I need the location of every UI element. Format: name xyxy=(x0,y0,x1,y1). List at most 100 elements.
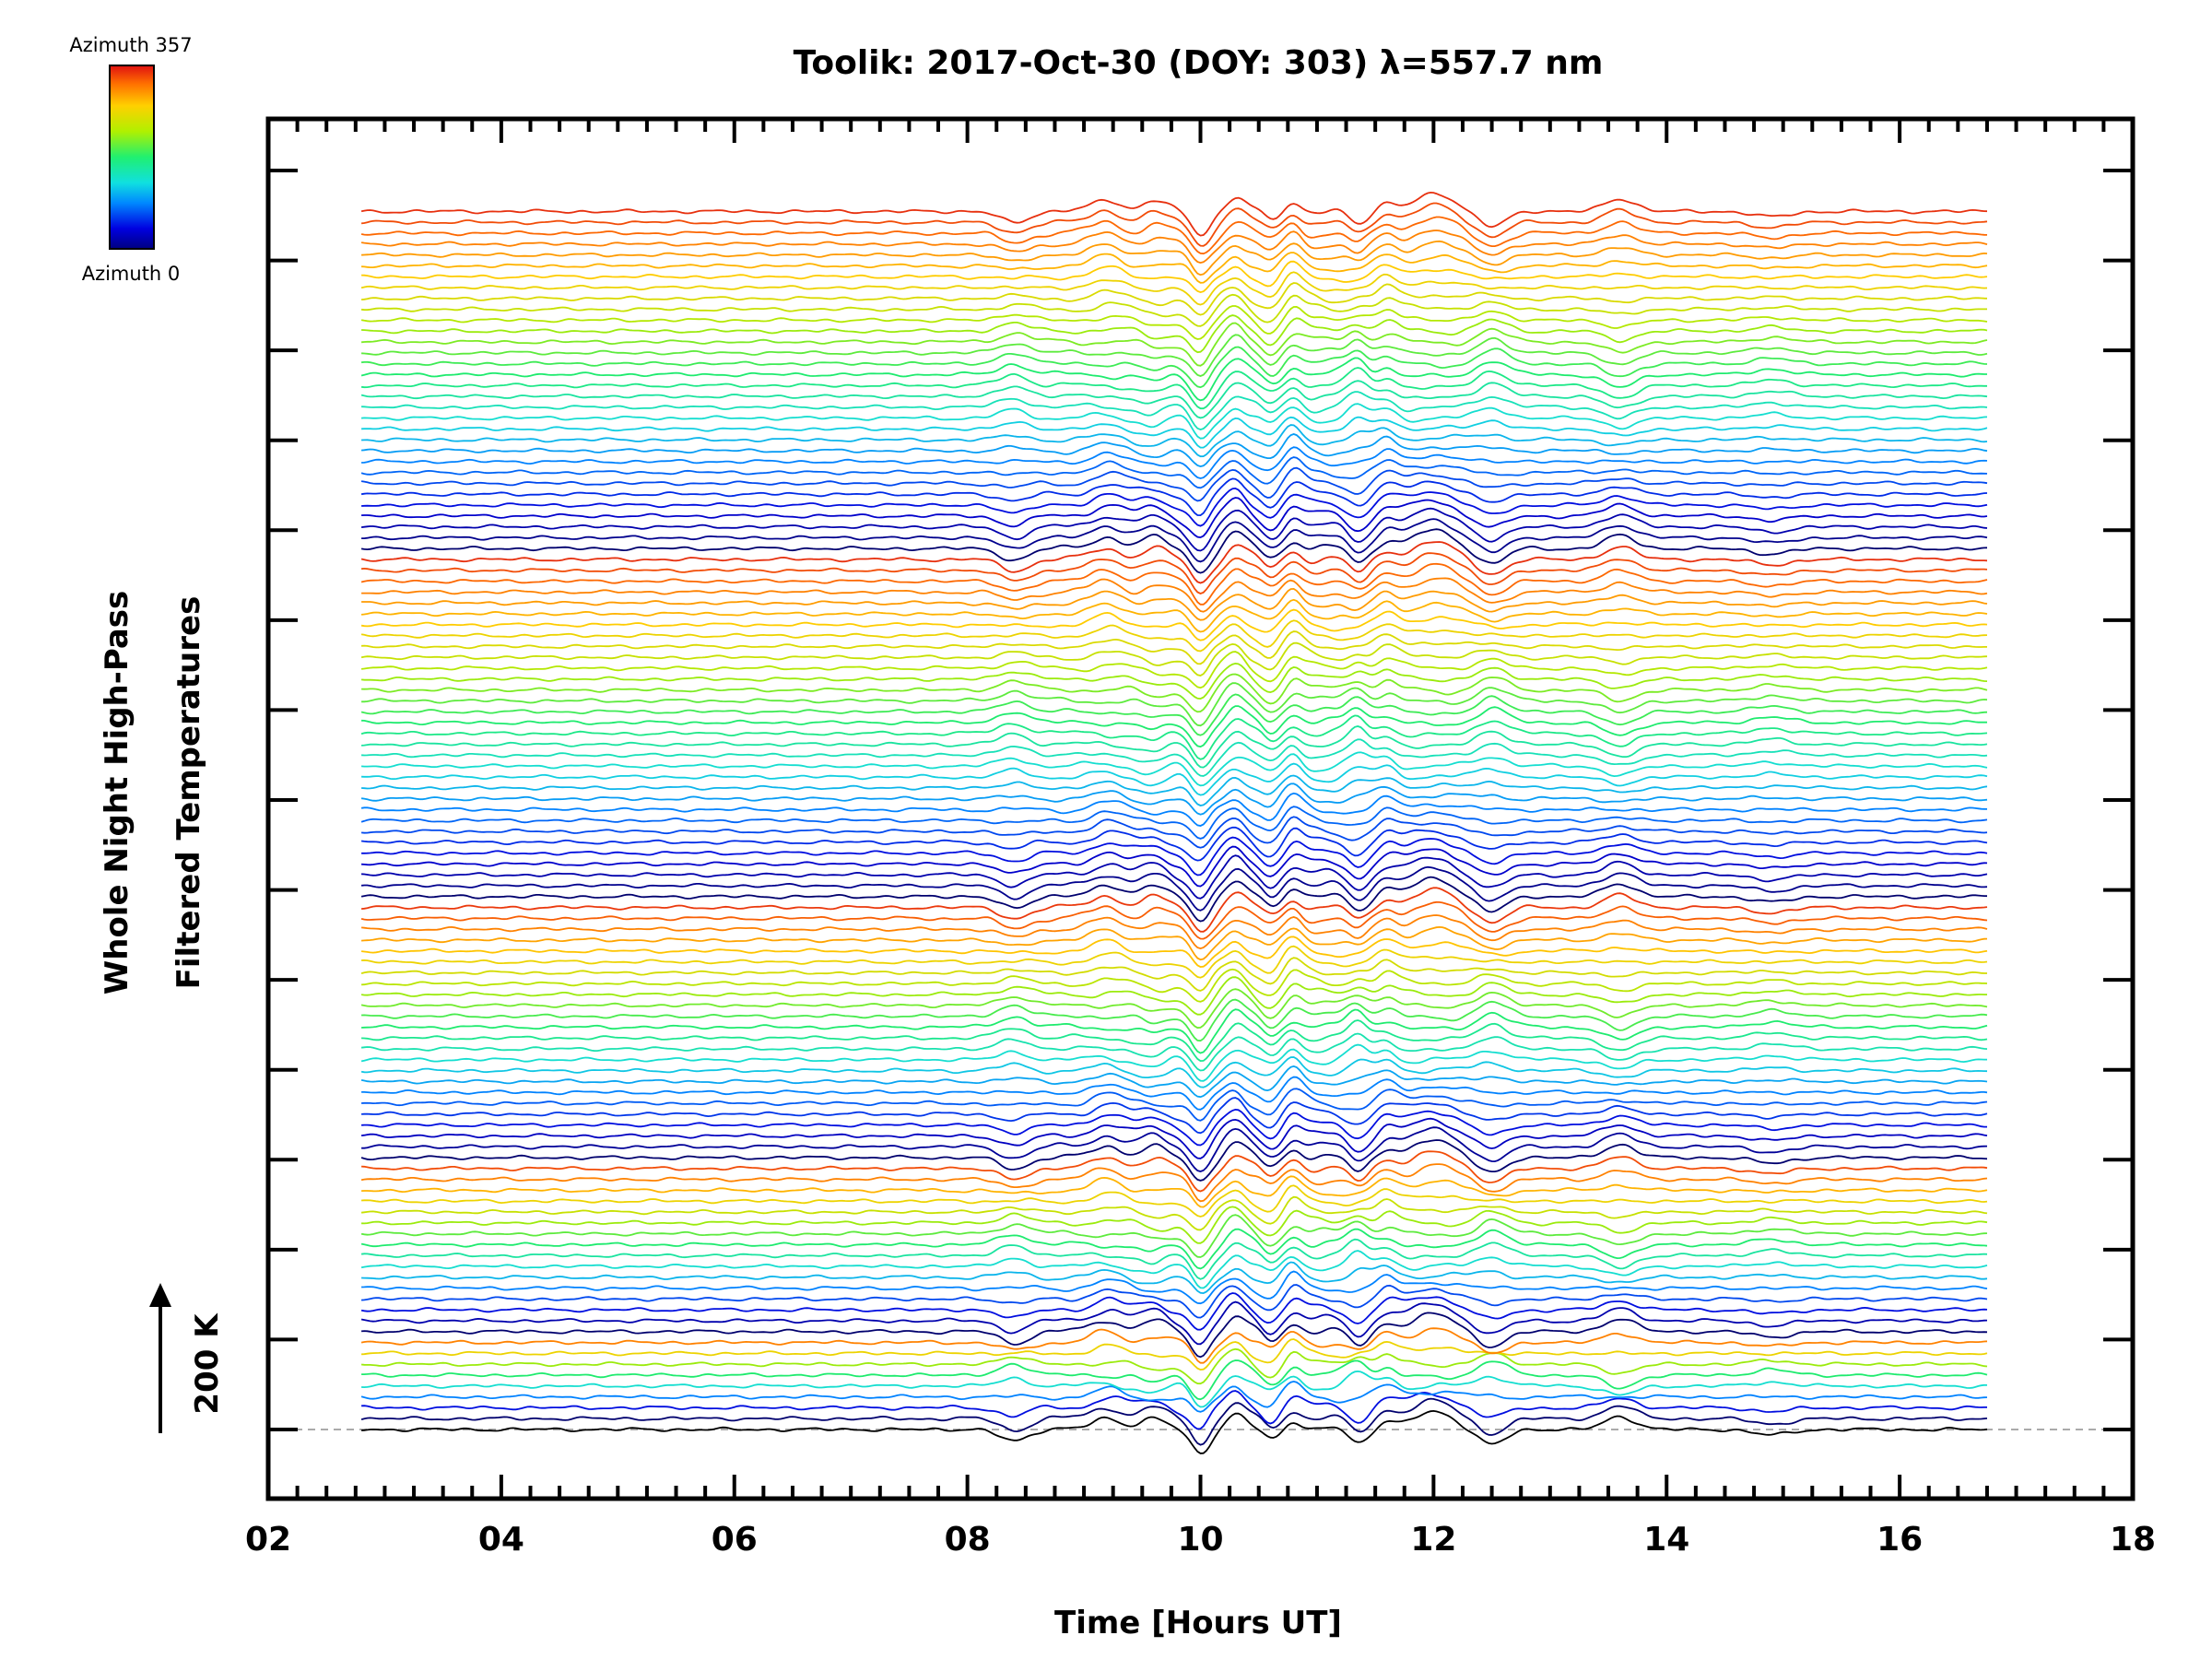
series-line-ring4 xyxy=(361,854,1988,900)
series-line-ring3 xyxy=(360,1043,1987,1082)
y-axis-label-line2: Filtered Temperatures xyxy=(171,596,207,990)
series-line-ring2 xyxy=(361,1312,1988,1359)
x-tick-label: 02 xyxy=(245,1521,291,1559)
x-tick-label: 06 xyxy=(712,1521,758,1559)
series-line-ring1 xyxy=(361,1347,1988,1385)
series-line-ring2 xyxy=(361,1175,1988,1208)
series-line-ring5 xyxy=(361,322,1988,367)
series-line-ring3 xyxy=(360,1139,1988,1182)
series-line-ring5 xyxy=(360,367,1987,410)
series-line-ring4 xyxy=(361,751,1988,787)
series-line-ring5 xyxy=(361,314,1988,354)
series-line-ring5 xyxy=(360,191,1988,237)
series-line-ring3 xyxy=(360,1065,1988,1099)
series-line-ring5 xyxy=(361,346,1988,389)
series-line-ring2 xyxy=(360,1238,1988,1280)
series-line-ring5 xyxy=(361,403,1988,440)
series-line-ring5 xyxy=(361,252,1988,284)
series-line-ring2 xyxy=(360,1163,1988,1203)
series-line-ring4 xyxy=(361,774,1988,806)
series-line-ring3 xyxy=(361,1126,1988,1172)
series-line-ring4 xyxy=(360,608,1988,641)
series-line-ring3 xyxy=(361,1108,1987,1147)
series-line-ring2 xyxy=(360,1250,1988,1289)
series-line-ring3 xyxy=(361,887,1988,933)
series-line-ring3 xyxy=(361,1088,1988,1122)
series-line-ring4 xyxy=(361,552,1988,594)
series-line-ring5 xyxy=(360,216,1988,255)
series-line-ring3 xyxy=(361,1008,1988,1054)
series-line-ring2 xyxy=(361,1150,1988,1193)
series-line-ring3 xyxy=(361,925,1988,961)
colorbar xyxy=(109,65,155,250)
series-line-ring1 xyxy=(361,1390,1987,1430)
series-line-ring5 xyxy=(361,518,1988,563)
series-line-ring5 xyxy=(361,497,1988,539)
series-line-ring5 xyxy=(360,528,1988,574)
x-axis-label: Time [Hours UT] xyxy=(1054,1605,1342,1641)
series-line-ring4 xyxy=(360,693,1988,736)
series-layer xyxy=(360,191,1988,1454)
series-line-ring5 xyxy=(360,357,1987,402)
x-tick-label: 18 xyxy=(2110,1521,2156,1559)
series-line-ring4 xyxy=(360,714,1988,760)
series-line-ring3 xyxy=(361,914,1988,950)
series-line-ring4 xyxy=(360,598,1988,633)
colorbar-top-label: Azimuth 357 xyxy=(69,34,192,56)
scale-bar-label: 200 K xyxy=(189,1312,226,1415)
series-line-ring4 xyxy=(361,738,1988,777)
x-tick-label: 08 xyxy=(945,1521,991,1559)
series-line-ring4 xyxy=(360,641,1988,677)
series-line-ring4 xyxy=(360,876,1988,923)
series-line-ring5 xyxy=(360,380,1988,419)
series-line-ring4 xyxy=(360,619,1988,653)
series-line-ring3 xyxy=(360,957,1987,992)
series-line-ring5 xyxy=(360,466,1988,502)
series-line-ring5 xyxy=(360,507,1988,552)
series-line-ring5 xyxy=(361,334,1988,377)
series-line-ring4 xyxy=(360,826,1988,862)
series-line-ring4 xyxy=(360,651,1988,689)
series-line-ring5 xyxy=(361,391,1988,431)
series-line-ring3 xyxy=(360,988,1988,1030)
scale-bar xyxy=(149,1283,171,1433)
series-line-ring5 xyxy=(360,202,1988,247)
series-line-ring1 xyxy=(360,1397,1988,1446)
series-line-ring5 xyxy=(361,260,1988,294)
series-line-ring4 xyxy=(360,782,1988,816)
series-line-ring5 xyxy=(361,416,1988,449)
series-line-ring2 xyxy=(360,1214,1988,1258)
series-line-ring1 xyxy=(361,1370,1988,1408)
series-line-ring5 xyxy=(361,433,1988,468)
series-line-ring5 xyxy=(361,424,1988,458)
x-tick-label: 16 xyxy=(1877,1521,1923,1559)
series-line-ring1 xyxy=(360,1327,1988,1364)
series-line-ring1 xyxy=(360,1380,1988,1413)
series-line-ring4 xyxy=(361,816,1988,849)
series-line-ring3 xyxy=(360,935,1988,969)
series-line-ring5 xyxy=(360,293,1987,327)
series-line-ring3 xyxy=(361,968,1988,1003)
series-line-ring2 xyxy=(361,1184,1988,1218)
series-line-ring5 xyxy=(360,305,1988,340)
series-line-ring5 xyxy=(360,229,1988,265)
series-line-ring5 xyxy=(360,456,1988,489)
series-line-ring4 xyxy=(361,865,1988,912)
series-line-ring4 xyxy=(361,836,1988,877)
series-line-ring4 xyxy=(361,725,1988,769)
series-line-ring4 xyxy=(361,705,1988,748)
series-line-ring3 xyxy=(361,1097,1988,1135)
x-tick-label: 10 xyxy=(1177,1521,1223,1559)
series-line-zenith xyxy=(361,1409,1988,1454)
series-line-ring5 xyxy=(361,487,1988,527)
series-line-ring3 xyxy=(361,1019,1988,1063)
series-line-ring2 xyxy=(361,1270,1988,1305)
x-tick-label: 12 xyxy=(1410,1521,1456,1559)
series-line-ring3 xyxy=(360,976,1987,1016)
series-line-ring2 xyxy=(361,1206,1988,1244)
series-line-ring2 xyxy=(361,1284,1988,1319)
series-line-ring2 xyxy=(360,1292,1988,1331)
series-line-ring4 xyxy=(360,562,1988,606)
series-line-ring3 xyxy=(361,945,1988,979)
